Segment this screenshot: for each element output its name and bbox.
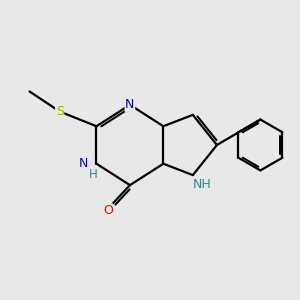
Text: O: O [103,204,113,217]
Text: N: N [79,157,88,170]
Text: S: S [56,105,64,118]
Text: NH: NH [193,178,212,191]
Text: N: N [125,98,135,111]
Text: H: H [89,168,98,181]
